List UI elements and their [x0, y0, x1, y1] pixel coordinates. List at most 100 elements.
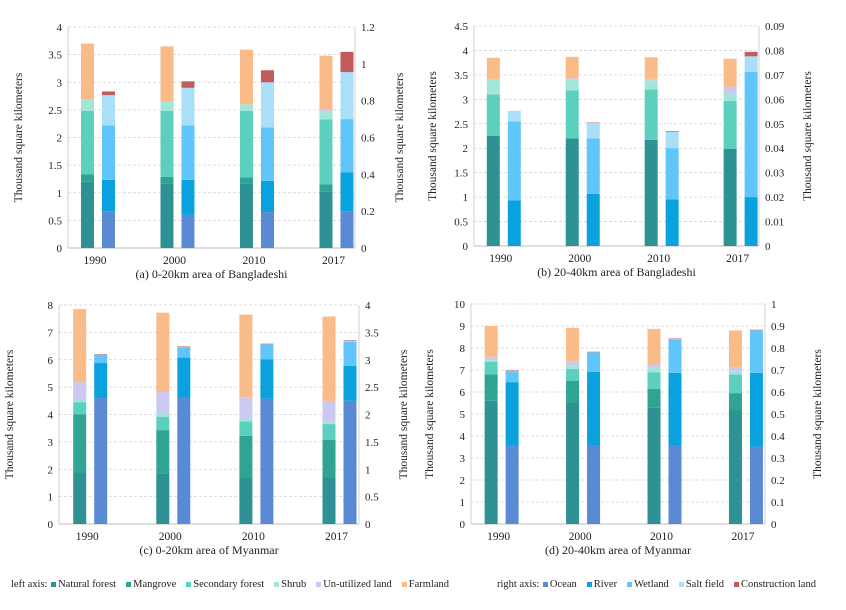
right-tick-label: 0.07	[765, 70, 785, 82]
bar-segment-farmland	[239, 314, 253, 398]
bar-segment-river	[587, 371, 601, 446]
right-tick-label: 0.1	[771, 497, 785, 509]
legend-item: Wetland	[626, 579, 669, 590]
bar-segment-salt-field	[181, 87, 195, 126]
bar-segment-construction-land	[749, 329, 763, 331]
bar-segment-natural-forest	[728, 410, 742, 524]
bar-segment-farmland	[160, 46, 174, 102]
bar-segment-natural-forest	[80, 181, 94, 248]
bar-segment-wetland	[177, 347, 191, 358]
bar-segment-shrub	[566, 365, 580, 369]
bar-segment-shrub	[156, 413, 170, 417]
right-tick-label: 0.6	[771, 387, 785, 399]
bar-segment-natural-forest	[239, 183, 253, 248]
legend-label: Ocean	[549, 579, 577, 590]
bar-segment-natural-forest	[319, 191, 333, 248]
bar-segment-un-utilized-land	[647, 364, 661, 368]
legend-item: Shrub	[273, 579, 306, 590]
bar-segment-secondary-forest	[647, 372, 661, 389]
bar-segment-un-utilized-land	[565, 78, 579, 80]
bar-segment-un-utilized-land	[239, 397, 253, 419]
bar-segment-secondary-forest	[239, 421, 253, 436]
left-tick-label: 8	[460, 343, 466, 355]
legend-label: Mangrove	[133, 579, 177, 590]
left-axis-title: Thousand square kilometers	[424, 349, 436, 479]
right-tick-label: 2.5	[365, 382, 379, 394]
bar-segment-secondary-forest	[728, 374, 742, 394]
bar-segment-farmland	[73, 309, 87, 383]
right-tick-label: 0.6	[361, 133, 375, 145]
left-tick-label: 5	[48, 382, 54, 394]
bar-segment-natural-forest	[73, 472, 87, 524]
legend-item: Un-utilized land	[315, 579, 392, 590]
left-tick-label: 3.5	[48, 50, 62, 62]
bar-segment-wetland	[587, 352, 601, 372]
bar-segment-mangrove	[566, 381, 580, 403]
bar-segment-secondary-forest	[723, 100, 737, 149]
bar-segment-secondary-forest	[566, 368, 580, 381]
right-tick-label: 0.8	[771, 343, 785, 355]
bar-segment-ocean	[668, 445, 682, 524]
right-tick-label: 0.3	[771, 453, 785, 465]
bar-segment-mangrove	[728, 393, 742, 411]
bar-segment-construction-land	[505, 370, 519, 371]
bar-segment-wetland	[586, 138, 600, 194]
bar-segment-construction-land	[665, 131, 679, 132]
bar-segment-shrub	[239, 418, 253, 422]
left-tick-label: 8	[48, 300, 54, 312]
bar-segment-farmland	[566, 327, 580, 362]
bar-segment-mangrove	[239, 177, 253, 184]
bar-segment-salt-field	[260, 82, 274, 128]
bar-segment-wetland	[101, 125, 115, 180]
left-tick-label: 0	[460, 519, 466, 531]
bar-segment-ocean	[181, 214, 195, 248]
legend-right-axis: right axis: Ocean River Wetland Salt field C…	[497, 579, 825, 590]
bar-segment-farmland	[319, 55, 333, 110]
right-tick-label: 0.06	[765, 94, 785, 106]
right-tick-label: 0.8	[361, 96, 375, 108]
legend-left-axis: left axis: Natural forest Mangrove Seconda…	[11, 579, 458, 590]
right-tick-label: 0.2	[361, 206, 375, 218]
left-tick-label: 1.5	[454, 168, 468, 180]
bar-segment-river	[507, 200, 521, 246]
bar-segment-river	[668, 372, 682, 446]
bar-segment-un-utilized-land	[80, 99, 94, 100]
bar-segment-natural-forest	[486, 136, 500, 246]
legend-label: Secondary forest	[193, 579, 265, 590]
bar-segment-wetland	[749, 330, 763, 373]
left-tick-label: 3.5	[454, 70, 468, 82]
bar-segment-construction-land	[586, 122, 600, 124]
bar-segment-ocean	[101, 211, 115, 248]
left-tick-label: 6	[48, 355, 54, 367]
legend-swatch	[734, 581, 740, 587]
bar-segment-wetland	[181, 125, 195, 180]
bar-segment-farmland	[723, 58, 737, 88]
bar-segment-shrub	[723, 92, 737, 101]
left-axis-title: Thousand square kilometers	[13, 72, 25, 202]
bar-segment-shrub	[73, 399, 87, 403]
bar-segment-river	[744, 197, 758, 246]
x-tick-label: 2017	[726, 253, 749, 265]
bar-segment-ocean	[343, 400, 357, 524]
bar-segment-mangrove	[647, 388, 661, 408]
bar-segment-farmland	[484, 326, 498, 357]
left-axis-title: Thousand square kilometers	[427, 71, 439, 201]
bar-segment-construction-land	[668, 338, 682, 340]
bar-segment-river	[260, 180, 274, 213]
bar-segment-wetland	[260, 344, 274, 360]
legend-label: Farmland	[408, 579, 449, 590]
x-tick-label: 2010	[650, 531, 673, 543]
bar-segment-construction-land	[260, 343, 274, 345]
bar-segment-salt-field	[665, 131, 679, 149]
bar-segment-natural-forest	[566, 403, 580, 524]
x-tick-label: 1990	[489, 253, 512, 265]
bar-segment-construction-land	[343, 340, 357, 341]
bar-segment-ocean	[587, 445, 601, 524]
legend-swatch	[401, 581, 407, 587]
right-tick-label: 0.02	[765, 192, 784, 204]
bar-segment-salt-field	[586, 123, 600, 139]
bar-segment-un-utilized-land	[644, 78, 658, 81]
x-tick-label: 2000	[569, 531, 592, 543]
bar-segment-farmland	[644, 57, 658, 79]
right-axis-title: Thousand square kilometers	[394, 72, 406, 202]
